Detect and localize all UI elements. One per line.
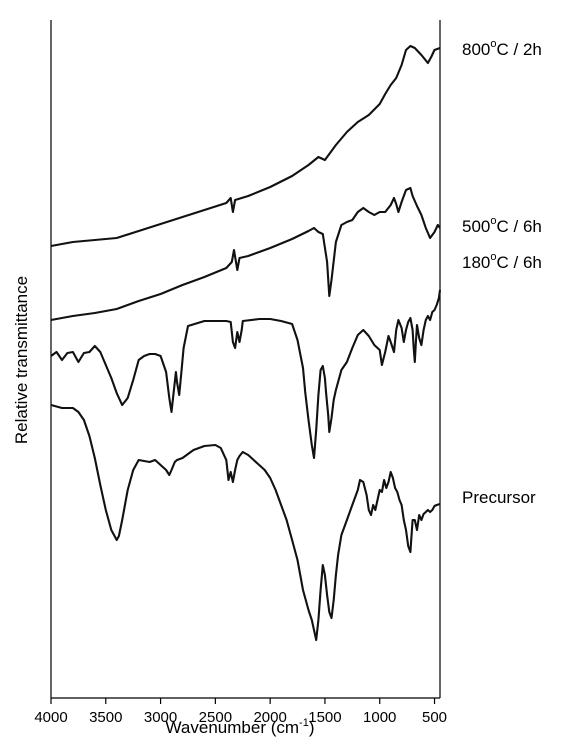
x-tick-label: 500	[422, 709, 447, 726]
axes	[50, 20, 441, 699]
x-tick-label: 3500	[89, 709, 122, 726]
series-label-precursor: Precursor	[462, 488, 536, 507]
series-line-500c-6h	[50, 186, 441, 322]
x-axis-label: Wavenumber (cm-1)	[166, 717, 315, 737]
x-tick-label: 2000	[253, 709, 286, 726]
series-line-180c-6h	[50, 289, 442, 460]
x-ticks: 4000 3500 3000 2500 2000 1500 1000 500	[34, 698, 447, 726]
series-line-800c-2h	[50, 44, 441, 248]
x-tick-label: 1000	[363, 709, 396, 726]
spectra	[50, 44, 442, 642]
x-tick-label: 3000	[144, 709, 177, 726]
series-label-800c-2h: 800oC / 2h	[462, 38, 542, 59]
y-axis-label: Relative transmittance	[12, 276, 31, 444]
x-tick-label: 1500	[308, 709, 341, 726]
x-axis-label-main: Wavenumber (cm	[166, 718, 300, 737]
x-axis-label-close: )	[309, 718, 315, 737]
series-label-180c-6h: 180oC / 6h	[462, 251, 542, 272]
x-axis-label-exponent: -1	[299, 717, 309, 729]
series-line-precursor	[50, 403, 441, 642]
x-tick-label: 2500	[199, 709, 232, 726]
x-tick-label: 4000	[34, 709, 67, 726]
series-labels: 800oC / 2h 500oC / 6h 180oC / 6h Precursor	[462, 38, 542, 507]
series-label-500c-6h: 500oC / 6h	[462, 215, 542, 236]
